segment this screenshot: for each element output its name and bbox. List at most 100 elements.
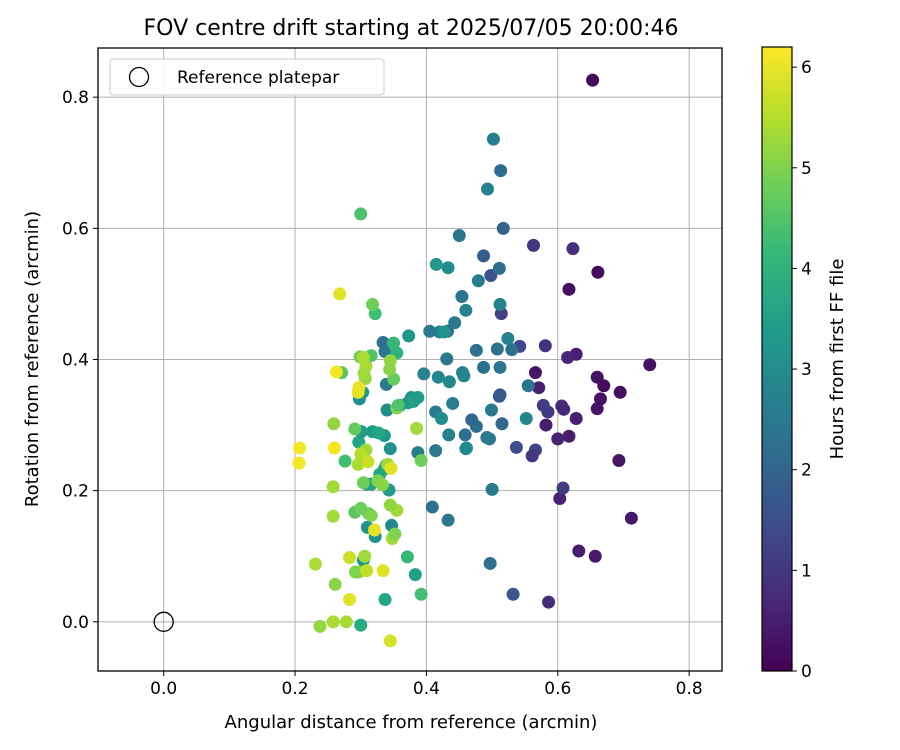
data-point-30 bbox=[556, 481, 570, 495]
y-tick-label-0: 0.0 bbox=[62, 613, 89, 633]
data-point-44 bbox=[493, 297, 507, 311]
data-point-162 bbox=[326, 509, 340, 523]
data-point-50 bbox=[484, 403, 498, 417]
data-point-171 bbox=[360, 564, 374, 578]
x-tick-label-0: 0.0 bbox=[150, 679, 177, 699]
data-point-121 bbox=[354, 618, 368, 632]
data-point-113 bbox=[378, 593, 392, 607]
data-point-40 bbox=[486, 132, 500, 146]
data-point-28 bbox=[536, 398, 550, 412]
x-tick-label-1: 0.2 bbox=[282, 679, 309, 699]
data-point-173 bbox=[333, 287, 347, 301]
reference-platepar-marker bbox=[153, 611, 174, 632]
data-point-67 bbox=[448, 316, 462, 330]
data-point-180 bbox=[361, 455, 375, 469]
data-points bbox=[153, 73, 657, 648]
data-point-151 bbox=[383, 498, 397, 512]
y-axis-label: Rotation from reference (arcmin) bbox=[22, 211, 43, 507]
data-point-72 bbox=[437, 325, 451, 339]
data-point-126 bbox=[387, 336, 401, 350]
data-point-142 bbox=[387, 372, 401, 386]
data-point-154 bbox=[357, 366, 371, 380]
data-point-82 bbox=[435, 412, 449, 426]
colorbar-tick-label-6: 6 bbox=[801, 58, 812, 78]
data-point-22 bbox=[566, 242, 580, 256]
data-point-51 bbox=[495, 417, 509, 431]
data-point-71 bbox=[441, 261, 455, 275]
data-point-20 bbox=[532, 381, 546, 395]
data-point-74 bbox=[469, 343, 483, 357]
data-point-87 bbox=[441, 513, 455, 527]
x-axis-ticks: 0.0 0.2 0.4 0.6 0.8 bbox=[150, 671, 703, 699]
colorbar-tick-label-3: 3 bbox=[801, 360, 812, 380]
colorbar-tick-label-2: 2 bbox=[801, 461, 812, 481]
data-point-178 bbox=[293, 441, 307, 455]
colorbar-label: Hours from first FF file bbox=[827, 259, 848, 460]
data-point-175 bbox=[352, 381, 366, 395]
data-point-70 bbox=[429, 257, 443, 271]
colorbar-ticks: 0 1 2 3 4 5 6 bbox=[792, 58, 812, 682]
data-point-105 bbox=[371, 426, 385, 440]
data-point-39 bbox=[494, 164, 508, 178]
legend-entry-reference: Reference platepar bbox=[177, 68, 339, 88]
data-point-166 bbox=[348, 565, 362, 579]
data-point-167 bbox=[308, 557, 322, 571]
x-tick-label-4: 0.8 bbox=[676, 679, 703, 699]
data-point-9 bbox=[612, 453, 626, 467]
data-point-13 bbox=[542, 595, 556, 609]
y-tick-label-3: 0.6 bbox=[62, 219, 89, 239]
data-point-168 bbox=[313, 619, 327, 633]
data-point-146 bbox=[383, 362, 397, 376]
data-point-3 bbox=[643, 358, 657, 372]
legend-reference-marker bbox=[128, 66, 150, 88]
data-point-179 bbox=[292, 456, 306, 470]
data-point-48 bbox=[493, 360, 507, 374]
data-point-29 bbox=[553, 492, 567, 506]
data-point-12 bbox=[572, 544, 586, 558]
colorbar-tick-label-5: 5 bbox=[801, 159, 812, 179]
data-point-58 bbox=[485, 482, 499, 496]
data-point-144 bbox=[410, 421, 424, 435]
data-point-182 bbox=[368, 523, 382, 537]
data-point-128 bbox=[366, 297, 380, 311]
data-point-23 bbox=[526, 238, 540, 252]
data-point-66 bbox=[459, 303, 473, 317]
data-point-18 bbox=[557, 402, 571, 416]
data-point-61 bbox=[521, 379, 535, 393]
data-point-53 bbox=[482, 432, 496, 446]
data-point-163 bbox=[358, 549, 372, 563]
data-point-2 bbox=[562, 282, 576, 296]
data-point-88 bbox=[425, 500, 439, 514]
legend-box bbox=[109, 58, 385, 96]
data-point-7 bbox=[593, 392, 607, 406]
data-point-133 bbox=[338, 454, 352, 468]
data-point-160 bbox=[327, 417, 341, 431]
data-point-43 bbox=[492, 261, 506, 275]
data-point-37 bbox=[506, 587, 520, 601]
data-point-38 bbox=[496, 221, 510, 235]
data-point-159 bbox=[364, 509, 378, 523]
data-point-47 bbox=[490, 342, 504, 356]
data-point-176 bbox=[329, 365, 343, 379]
data-point-91 bbox=[417, 367, 431, 381]
data-point-63 bbox=[452, 229, 466, 243]
data-point-49 bbox=[492, 389, 506, 403]
data-point-95 bbox=[411, 391, 425, 405]
data-point-155 bbox=[356, 351, 370, 365]
data-point-89 bbox=[423, 324, 437, 338]
data-point-34 bbox=[525, 449, 539, 463]
data-point-8 bbox=[590, 402, 604, 416]
data-point-78 bbox=[431, 370, 445, 384]
x-tick-label-2: 0.4 bbox=[413, 679, 440, 699]
data-point-99 bbox=[376, 335, 390, 349]
data-point-80 bbox=[446, 396, 460, 410]
data-point-56 bbox=[458, 428, 472, 442]
grid-lines bbox=[98, 48, 722, 671]
colorbar-tick-label-4: 4 bbox=[801, 259, 812, 279]
data-point-59 bbox=[483, 556, 497, 570]
data-point-161 bbox=[326, 480, 340, 494]
y-axis-ticks: 0.0 0.2 0.4 0.6 0.8 bbox=[62, 88, 98, 633]
data-point-169 bbox=[326, 615, 340, 629]
data-point-6 bbox=[613, 385, 627, 399]
